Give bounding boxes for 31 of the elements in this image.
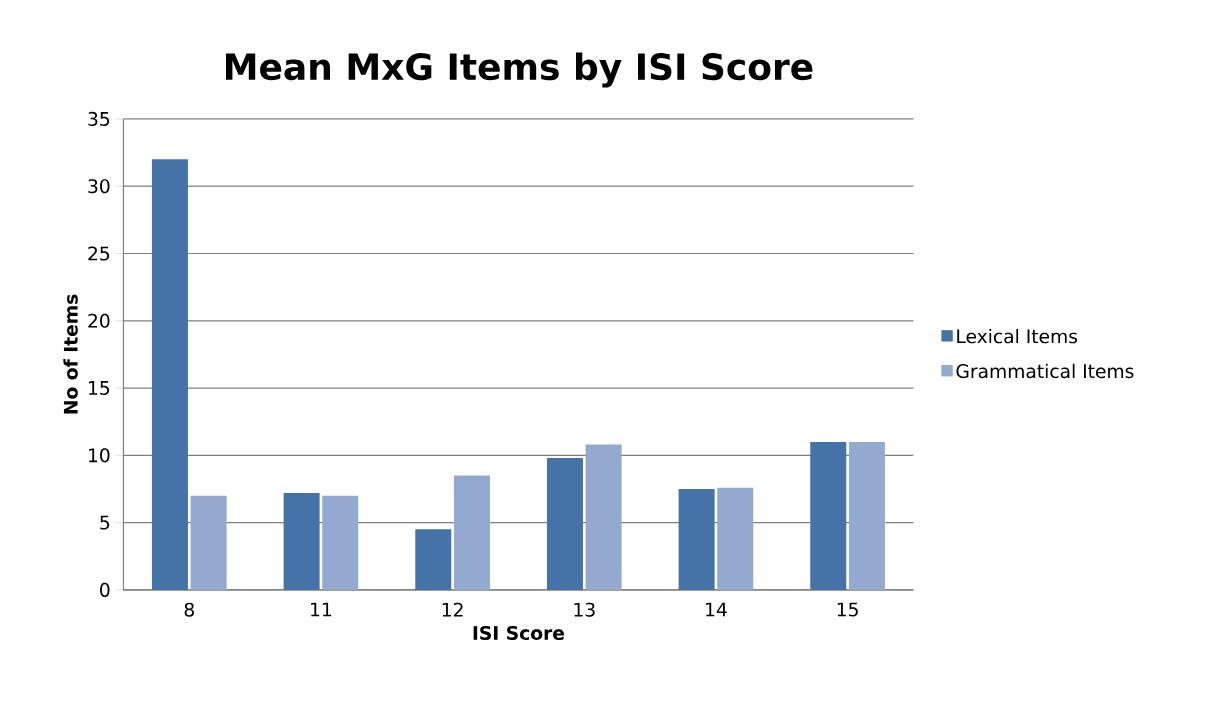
x-tick-label: 12 xyxy=(442,602,463,617)
y-tick-label: 5 xyxy=(100,515,110,530)
chart-title: Mean MxG Items by ISI Score xyxy=(225,52,813,88)
y-tick-label: 30 xyxy=(88,179,110,194)
bar xyxy=(322,495,359,590)
y-tick-label: 25 xyxy=(88,246,110,261)
x-tick-label: 11 xyxy=(311,602,332,617)
bar xyxy=(415,529,452,590)
y-axis-title: No of Items xyxy=(63,294,78,414)
bar xyxy=(848,441,885,590)
bar xyxy=(453,475,490,590)
x-tick-label: 8 xyxy=(184,602,194,617)
x-tick-label: 13 xyxy=(574,602,595,617)
bar xyxy=(585,444,622,590)
bar xyxy=(810,441,847,590)
bar xyxy=(190,495,227,590)
bar xyxy=(678,488,715,590)
bar xyxy=(546,458,583,590)
x-tick-label: 14 xyxy=(706,602,727,617)
legend-label: Grammatical Items xyxy=(956,363,1134,379)
bar xyxy=(283,493,320,590)
y-tick-label: 10 xyxy=(89,448,110,463)
bar xyxy=(151,159,188,590)
y-tick-label: 15 xyxy=(89,381,110,396)
y-tick-label: 20 xyxy=(88,313,110,328)
legend-label: Lexical Items xyxy=(957,328,1078,344)
y-tick-label: 0 xyxy=(100,582,110,597)
y-tick-label: 35 xyxy=(88,111,110,126)
x-tick-label: 15 xyxy=(837,602,858,617)
bar xyxy=(717,487,754,590)
x-axis-title: ISI Score xyxy=(473,625,565,641)
